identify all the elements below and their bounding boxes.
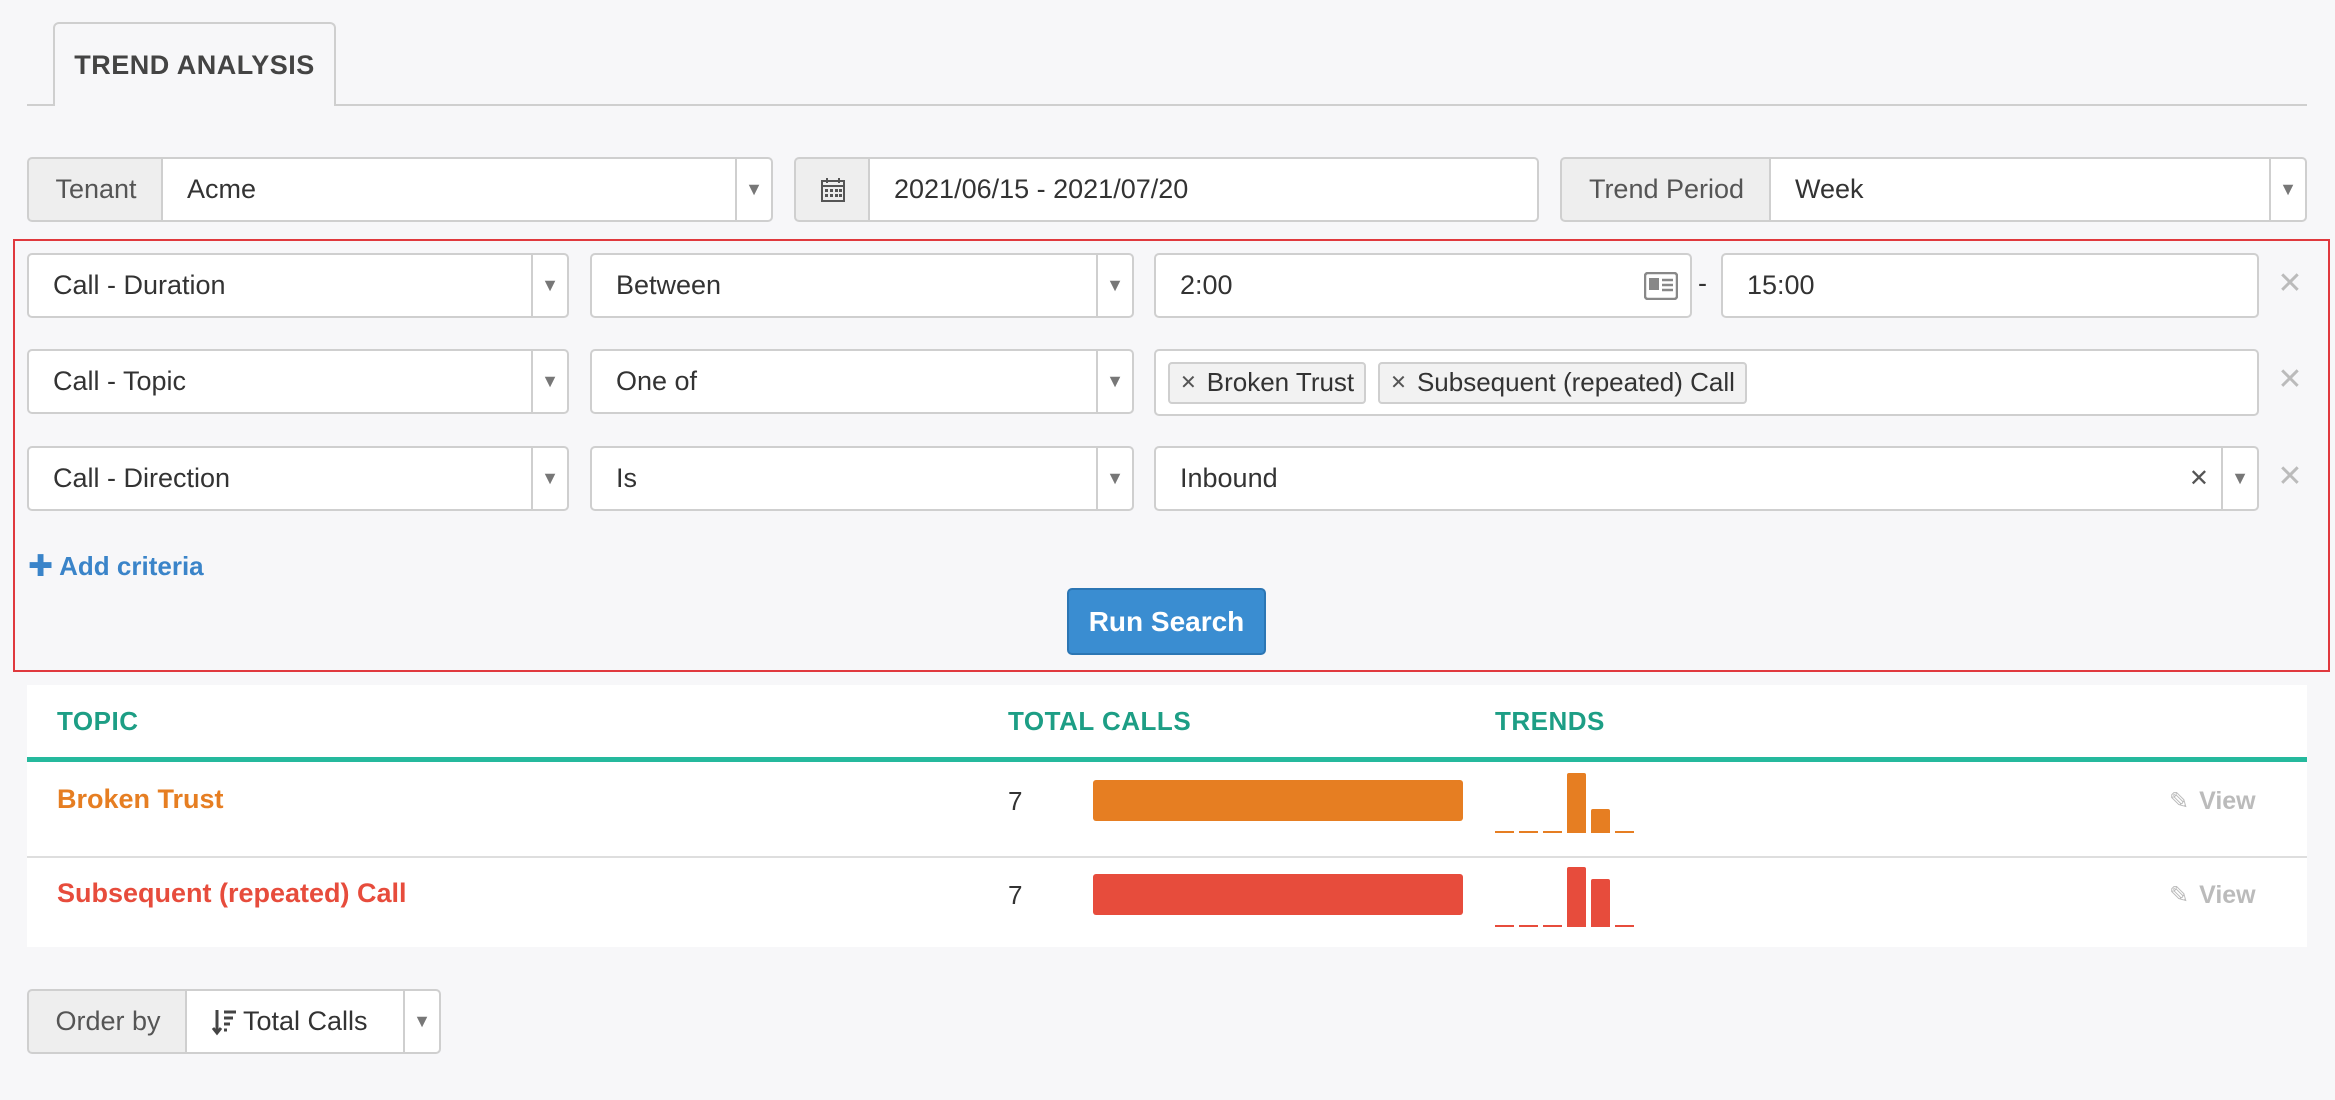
order-by-label: Order by (27, 989, 187, 1054)
trend-bar (1495, 831, 1514, 833)
order-by-value: Total Calls (243, 1006, 368, 1036)
view-label: View (2199, 881, 2256, 909)
total-calls-count: 7 (1008, 880, 1023, 910)
column-header-total-calls[interactable]: TOTAL CALLS (1008, 706, 1192, 736)
criteria-field-select-2[interactable]: Call - Topic ▼ (27, 349, 569, 414)
date-range-value: 2021/06/15 - 2021/07/20 (894, 174, 1189, 204)
tag-label: Subsequent (repeated) Call (1416, 367, 1735, 397)
criteria-field-value: Call - Topic (53, 366, 187, 396)
tenant-label: Tenant (27, 157, 163, 222)
trend-sparkline (1495, 769, 1635, 833)
trend-bar (1591, 809, 1610, 833)
order-by-select[interactable]: Total Calls ▼ (185, 989, 441, 1054)
tag-label: Broken Trust (1206, 367, 1355, 397)
topic-tags-input[interactable]: ✕ Broken Trust ✕ Subsequent (repeated) C… (1154, 349, 2259, 416)
close-icon[interactable]: ✕ (2277, 362, 2303, 396)
criteria-operator-value: Between (616, 270, 722, 300)
close-icon[interactable]: ✕ (1390, 372, 1407, 394)
add-criteria-link[interactable]: ✚ Add criteria (28, 548, 204, 584)
topic-link[interactable]: Subsequent (repeated) Call (57, 878, 407, 908)
caret-down-icon: ▼ (1096, 255, 1132, 316)
total-calls-bar (1093, 874, 1463, 915)
id-card-icon[interactable] (1644, 271, 1678, 300)
calendar-icon[interactable] (794, 157, 870, 222)
criteria-operator-select-1[interactable]: Between ▼ (590, 253, 1134, 318)
criteria-operator-select-2[interactable]: One of ▼ (590, 349, 1134, 414)
close-icon[interactable]: ✕ (2277, 266, 2303, 300)
caret-down-icon: ▼ (2221, 448, 2257, 509)
tab-baseline (27, 104, 2307, 106)
criteria-operator-select-3[interactable]: Is ▼ (590, 446, 1134, 511)
trend-period-select[interactable]: Week ▼ (1769, 157, 2307, 222)
add-criteria-label: Add criteria (59, 550, 204, 581)
tenant-select[interactable]: Acme ▼ (161, 157, 773, 222)
view-button[interactable]: ✎ View (2169, 787, 2256, 816)
criteria-field-select-3[interactable]: Call - Direction ▼ (27, 446, 569, 511)
tab-trend-analysis[interactable]: TREND ANALYSIS (53, 22, 336, 106)
plus-icon: ✚ (28, 549, 54, 583)
caret-down-icon: ▼ (403, 991, 439, 1052)
duration-to-value: 15:00 (1747, 270, 1815, 300)
topic-link[interactable]: Broken Trust (57, 784, 224, 814)
direction-value: Inbound (1180, 463, 1278, 493)
criteria-field-value: Call - Duration (53, 270, 226, 300)
caret-down-icon: ▼ (531, 448, 567, 509)
duration-from-value: 2:00 (1180, 270, 1233, 300)
trend-bar (1591, 879, 1610, 927)
edit-icon: ✎ (2169, 882, 2190, 909)
row-divider (27, 856, 2307, 858)
trend-bar (1567, 867, 1586, 927)
range-separator: - (1698, 268, 1707, 298)
tenant-value: Acme (187, 174, 257, 204)
tag-chip: ✕ Broken Trust (1168, 361, 1367, 404)
view-button[interactable]: ✎ View (2169, 881, 2256, 910)
close-icon[interactable]: ✕ (1180, 372, 1197, 394)
column-header-trends[interactable]: TRENDS (1495, 706, 1605, 736)
tag-chip: ✕ Subsequent (repeated) Call (1378, 361, 1747, 404)
total-calls-bar (1093, 780, 1463, 821)
view-label: View (2199, 787, 2256, 815)
close-icon[interactable]: ✕ (2188, 465, 2209, 492)
trend-bar (1543, 831, 1562, 833)
caret-down-icon: ▼ (1096, 351, 1132, 412)
trend-period-label: Trend Period (1560, 157, 1771, 222)
table-header-divider (27, 757, 2307, 762)
trend-bar (1519, 831, 1538, 833)
trend-bar (1543, 925, 1562, 927)
close-icon[interactable]: ✕ (2277, 459, 2303, 493)
caret-down-icon: ▼ (531, 351, 567, 412)
trend-bar (1615, 831, 1634, 833)
caret-down-icon: ▼ (1096, 448, 1132, 509)
trend-bar (1615, 925, 1634, 927)
direction-select[interactable]: Inbound ✕ ▼ (1154, 446, 2259, 511)
criteria-operator-value: One of (616, 366, 698, 396)
total-calls-count: 7 (1008, 786, 1023, 816)
column-header-topic[interactable]: TOPIC (57, 706, 139, 736)
caret-down-icon: ▼ (531, 255, 567, 316)
caret-down-icon: ▼ (735, 159, 771, 220)
duration-to-input[interactable]: 15:00 (1721, 253, 2259, 318)
trend-bar (1519, 925, 1538, 927)
criteria-panel (13, 239, 2330, 672)
trend-bar (1567, 773, 1586, 833)
criteria-field-select-1[interactable]: Call - Duration ▼ (27, 253, 569, 318)
run-search-button[interactable]: Run Search (1067, 588, 1266, 655)
criteria-operator-value: Is (616, 463, 638, 493)
trend-sparkline (1495, 863, 1635, 927)
trend-period-value: Week (1795, 174, 1864, 204)
date-range-input[interactable]: 2021/06/15 - 2021/07/20 (868, 157, 1539, 222)
sort-amount-icon (211, 1008, 237, 1036)
caret-down-icon: ▼ (2269, 159, 2305, 220)
edit-icon: ✎ (2169, 788, 2190, 815)
trend-bar (1495, 925, 1514, 927)
duration-from-input[interactable]: 2:00 (1154, 253, 1692, 318)
criteria-field-value: Call - Direction (53, 463, 231, 493)
